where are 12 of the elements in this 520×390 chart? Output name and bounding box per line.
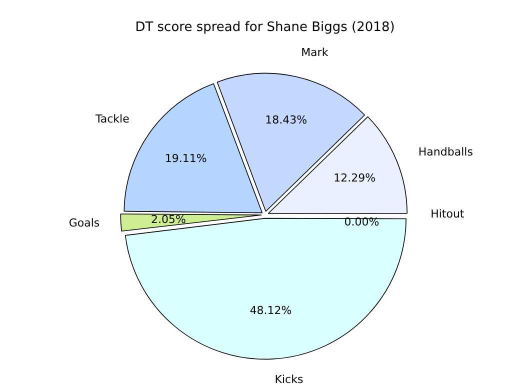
data-label: 2.05%: [150, 212, 186, 226]
slice-label: Kicks: [274, 372, 304, 386]
chart-title: DT score spread for Shane Biggs (2018): [135, 20, 395, 36]
slice-label: Goals: [68, 216, 100, 230]
category-label: Hitout: [430, 208, 464, 221]
data-label: 18.43%: [265, 113, 308, 126]
slice-label: Handballs: [418, 145, 474, 158]
slice-label: Tackle: [94, 112, 130, 126]
data-label: 19.11%: [164, 152, 207, 166]
data-label: 12.29%: [334, 171, 376, 184]
data-label: 48.12%: [250, 304, 292, 318]
slice-label: Mark: [301, 46, 329, 60]
